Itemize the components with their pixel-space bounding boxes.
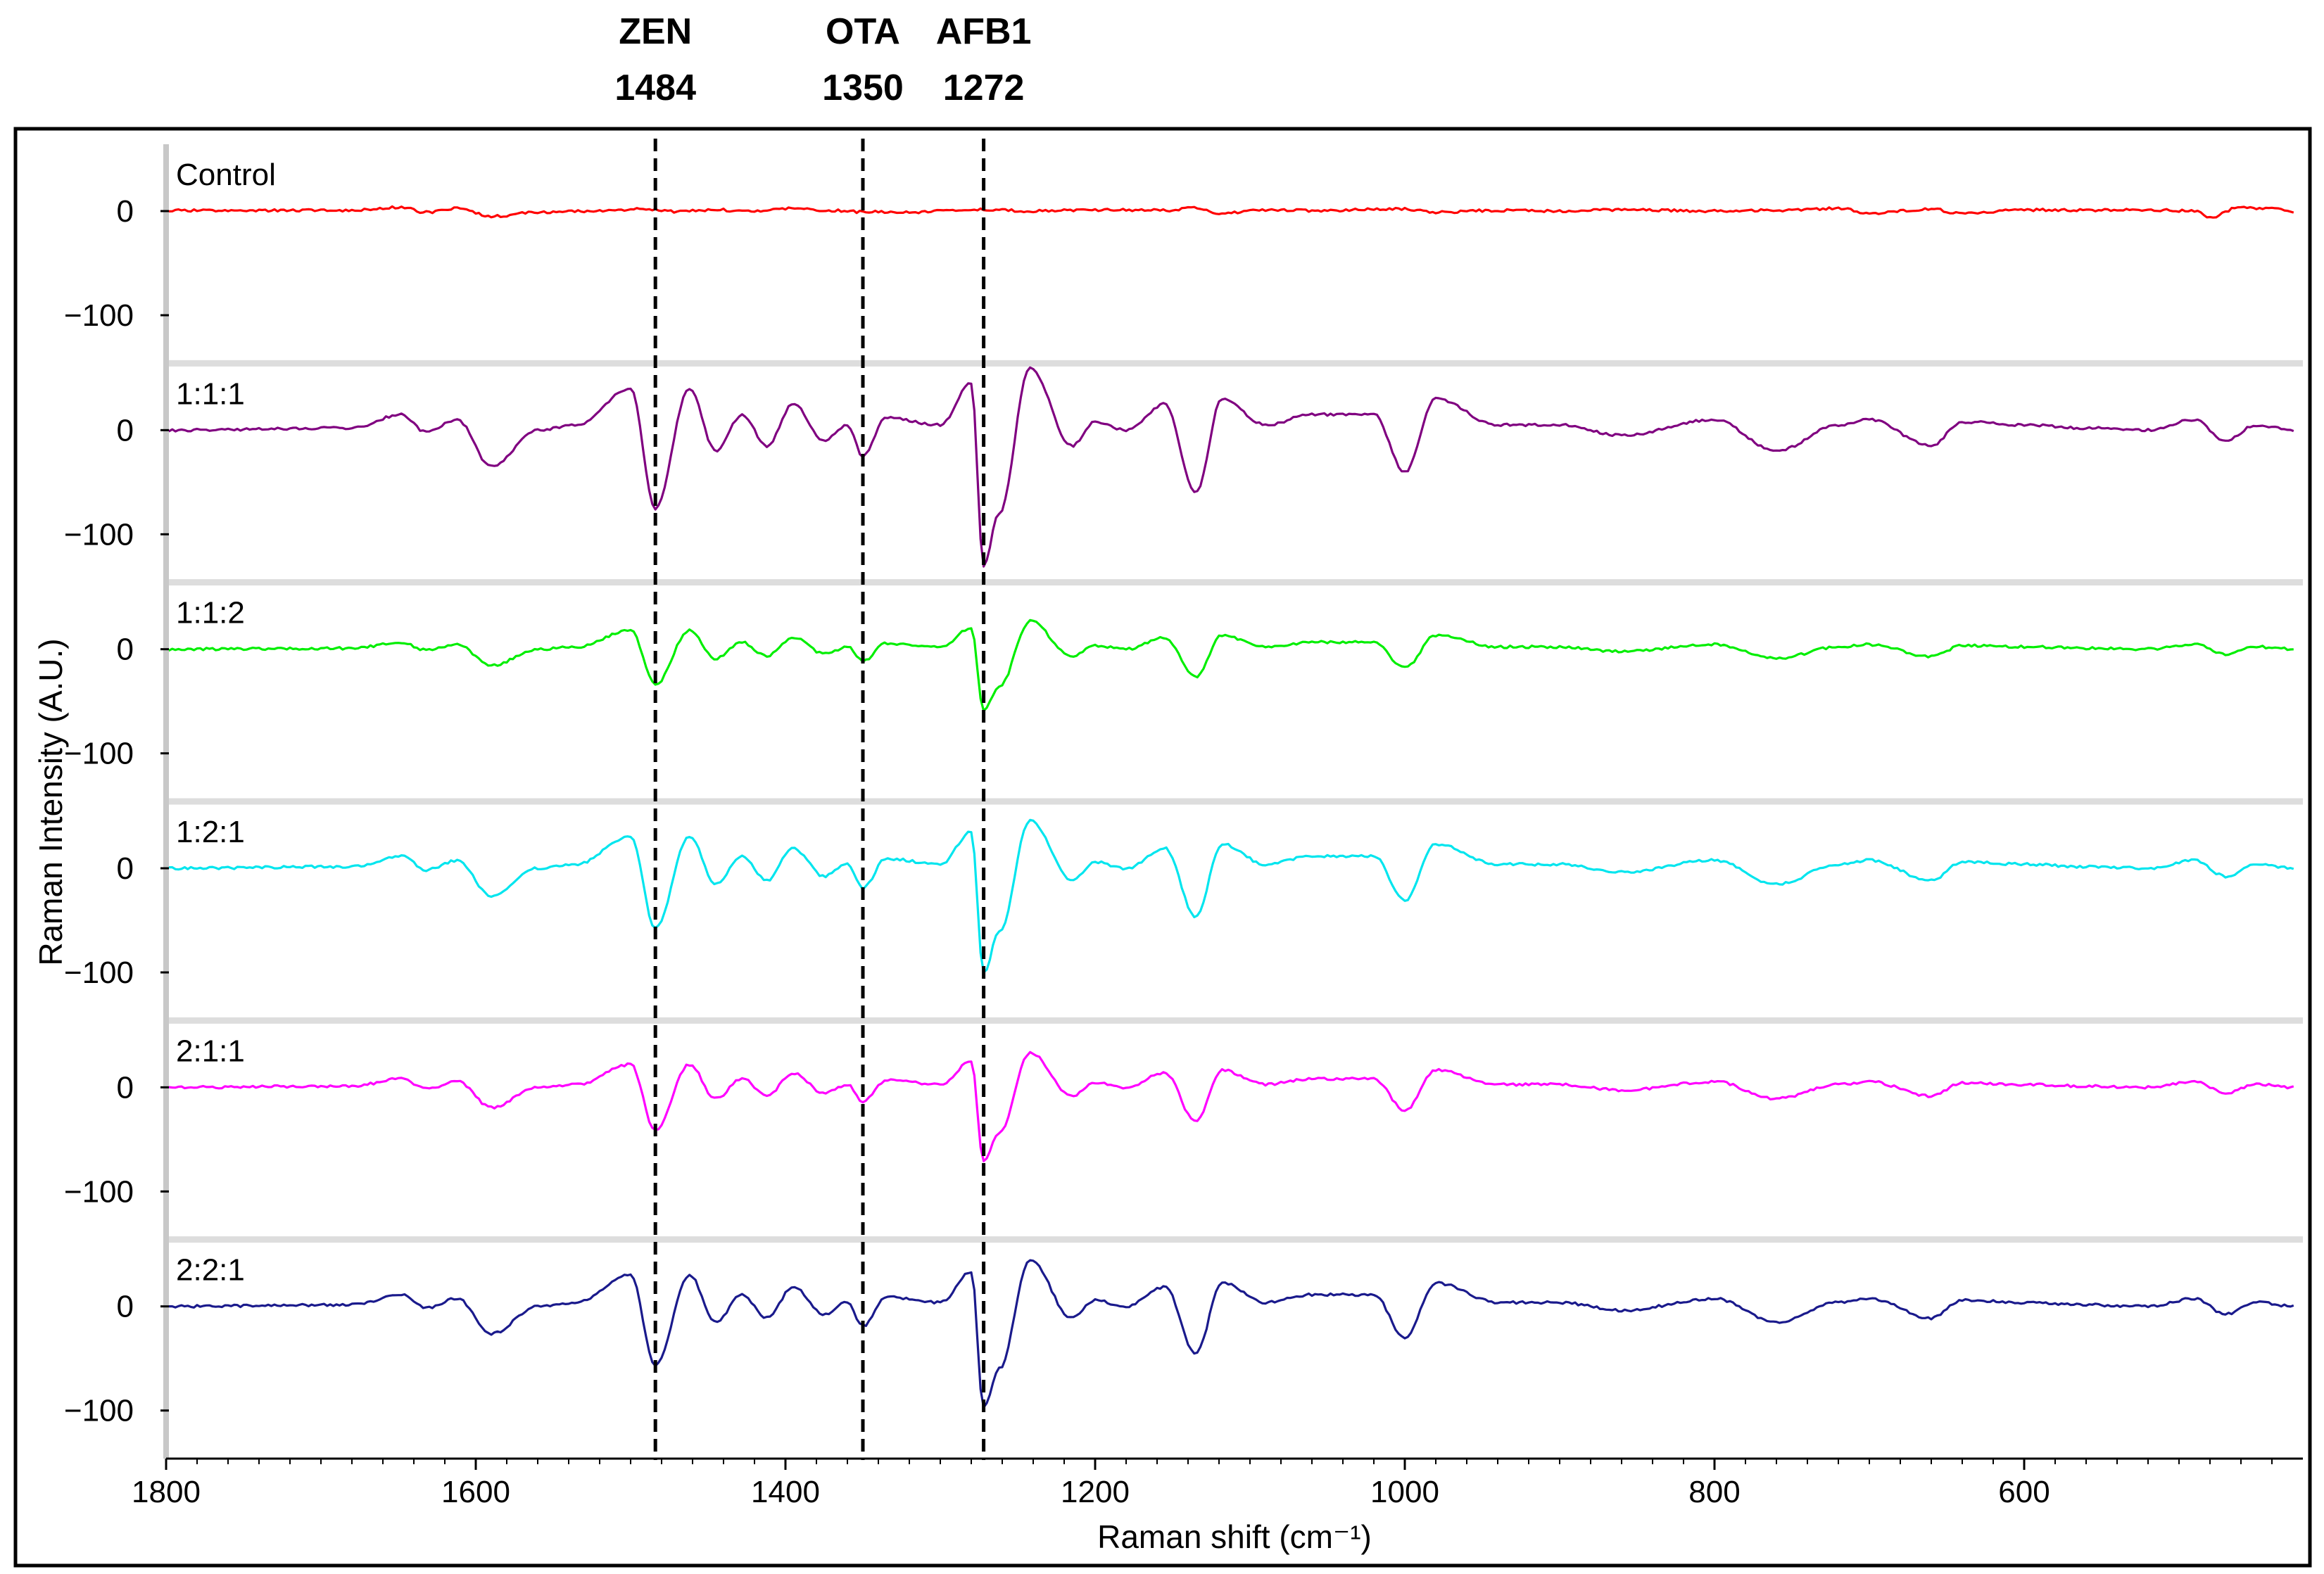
y-tick-label: 0 <box>117 633 134 667</box>
y-tick-label: −100 <box>64 1394 134 1428</box>
panel-label: 1:1:1 <box>176 376 245 411</box>
series-line-1-1-2 <box>165 618 2294 712</box>
y-tick-label: −100 <box>64 517 134 552</box>
y-tick-label: −100 <box>64 298 134 333</box>
y-tick-label: 0 <box>117 851 134 886</box>
panel-label: 1:1:2 <box>176 596 245 630</box>
y-tick-label: 0 <box>117 1070 134 1105</box>
y-axis-title: Raman Intensity (A.U.) <box>32 638 69 965</box>
marker-value-zen: 1484 <box>614 68 696 108</box>
x-tick-label: 1800 <box>132 1475 201 1509</box>
x-tick-label: 1000 <box>1370 1475 1439 1509</box>
y-tick-label: −100 <box>64 956 134 990</box>
panel-label: 1:2:1 <box>176 815 245 849</box>
series-line-control <box>165 205 2294 219</box>
x-tick-label: 1600 <box>441 1475 510 1509</box>
series-line-2-1-1 <box>165 1051 2294 1162</box>
panel-label: Control <box>176 158 276 192</box>
marker-name-zen: ZEN <box>619 11 692 52</box>
marker-value-afb1: 1272 <box>943 68 1025 108</box>
x-axis-title: Raman shift (cm⁻¹) <box>1097 1518 1372 1555</box>
panel-label: 2:2:1 <box>176 1253 245 1288</box>
x-tick-label: 1200 <box>1061 1475 1130 1509</box>
y-tick-label: 0 <box>117 413 134 448</box>
marker-name-afb1: AFB1 <box>936 11 1032 52</box>
y-tick-label: −100 <box>64 1174 134 1209</box>
series-line-1-1-1 <box>165 366 2294 568</box>
marker-value-ota: 1350 <box>822 68 904 108</box>
panel-label: 2:1:1 <box>176 1034 245 1068</box>
series-line-2-2-1 <box>165 1259 2294 1409</box>
x-tick-label: 800 <box>1688 1475 1740 1509</box>
x-tick-label: 1400 <box>751 1475 820 1509</box>
y-tick-label: 0 <box>117 194 134 229</box>
marker-name-ota: OTA <box>826 11 900 52</box>
y-tick-label: −100 <box>64 737 134 771</box>
x-tick-label: 600 <box>1998 1475 2050 1509</box>
y-tick-label: 0 <box>117 1290 134 1324</box>
series-line-1-2-1 <box>165 818 2294 974</box>
